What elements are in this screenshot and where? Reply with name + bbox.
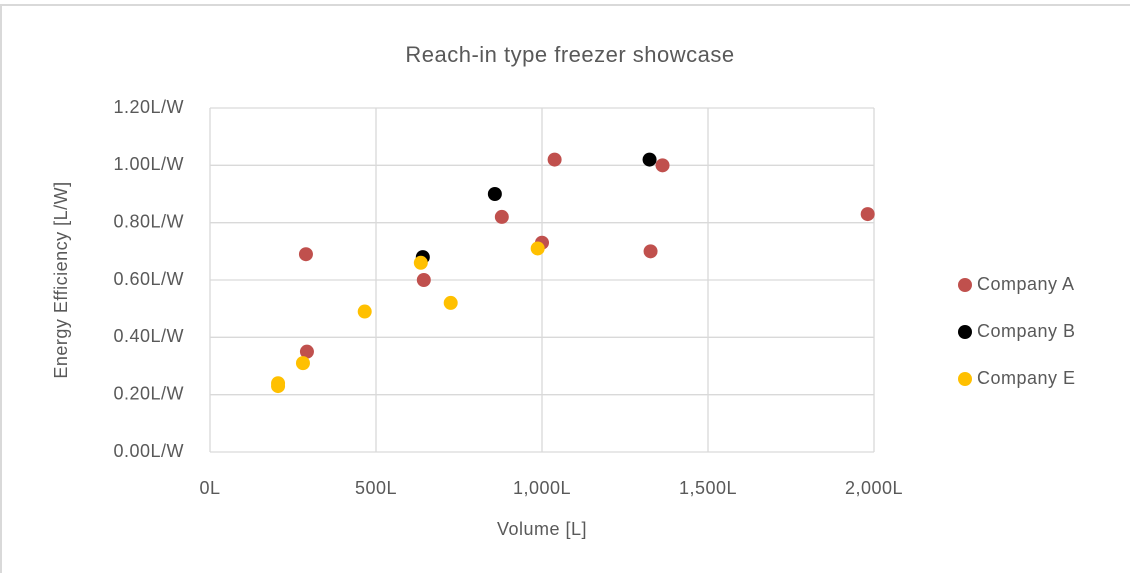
x-tick-label: 0L: [199, 478, 220, 498]
legend-marker: [958, 325, 972, 339]
point: [299, 344, 314, 359]
point: [413, 255, 428, 270]
legend-label: Company A: [977, 274, 1075, 294]
legend-label: Company B: [977, 321, 1076, 341]
point: [487, 187, 502, 201]
legend-marker: [958, 372, 972, 386]
chart-title: Reach-in type freezer showcase: [405, 42, 734, 67]
point: [357, 304, 372, 319]
y-axis-label: Energy Efficiency [L/W]: [51, 181, 71, 378]
point: [655, 158, 670, 173]
chart-frame: [0, 4, 1130, 573]
point: [530, 241, 545, 256]
point: [416, 273, 431, 287]
y-tick-label: 1.00L/W: [113, 154, 184, 174]
y-tick-label: 0.40L/W: [113, 326, 184, 346]
x-tick-label: 1,500L: [679, 478, 737, 498]
y-tick-label: 0.60L/W: [113, 269, 184, 289]
point: [271, 379, 286, 394]
point: [860, 207, 875, 222]
point: [494, 209, 509, 224]
point: [298, 247, 313, 262]
point: [295, 356, 310, 371]
legend-label: Company E: [977, 368, 1076, 388]
x-axis-label: Volume [L]: [497, 519, 587, 539]
point: [642, 152, 657, 167]
x-tick-label: 1,000L: [513, 478, 571, 498]
y-tick-label: 0.00L/W: [113, 441, 184, 461]
y-tick-label: 0.20L/W: [113, 383, 184, 403]
point: [547, 152, 562, 167]
y-tick-label: 0.80L/W: [113, 211, 184, 231]
point: [643, 244, 658, 259]
x-tick-label: 2,000L: [845, 478, 903, 498]
y-tick-label: 1.20L/W: [113, 97, 184, 117]
legend-marker: [958, 278, 972, 292]
point: [443, 295, 458, 310]
x-tick-label: 500L: [355, 478, 397, 498]
